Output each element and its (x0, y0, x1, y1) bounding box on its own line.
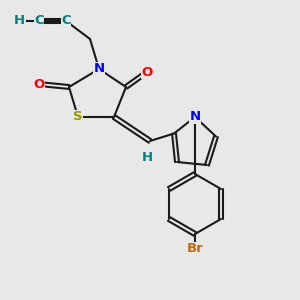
Text: H: H (14, 14, 25, 28)
Text: Br: Br (187, 242, 203, 256)
Text: N: N (93, 62, 105, 76)
Text: C: C (34, 14, 44, 28)
Text: O: O (141, 65, 153, 79)
Text: O: O (33, 77, 45, 91)
Text: H: H (141, 151, 153, 164)
Text: S: S (73, 110, 83, 124)
Text: N: N (189, 110, 201, 124)
Text: C: C (61, 14, 71, 28)
